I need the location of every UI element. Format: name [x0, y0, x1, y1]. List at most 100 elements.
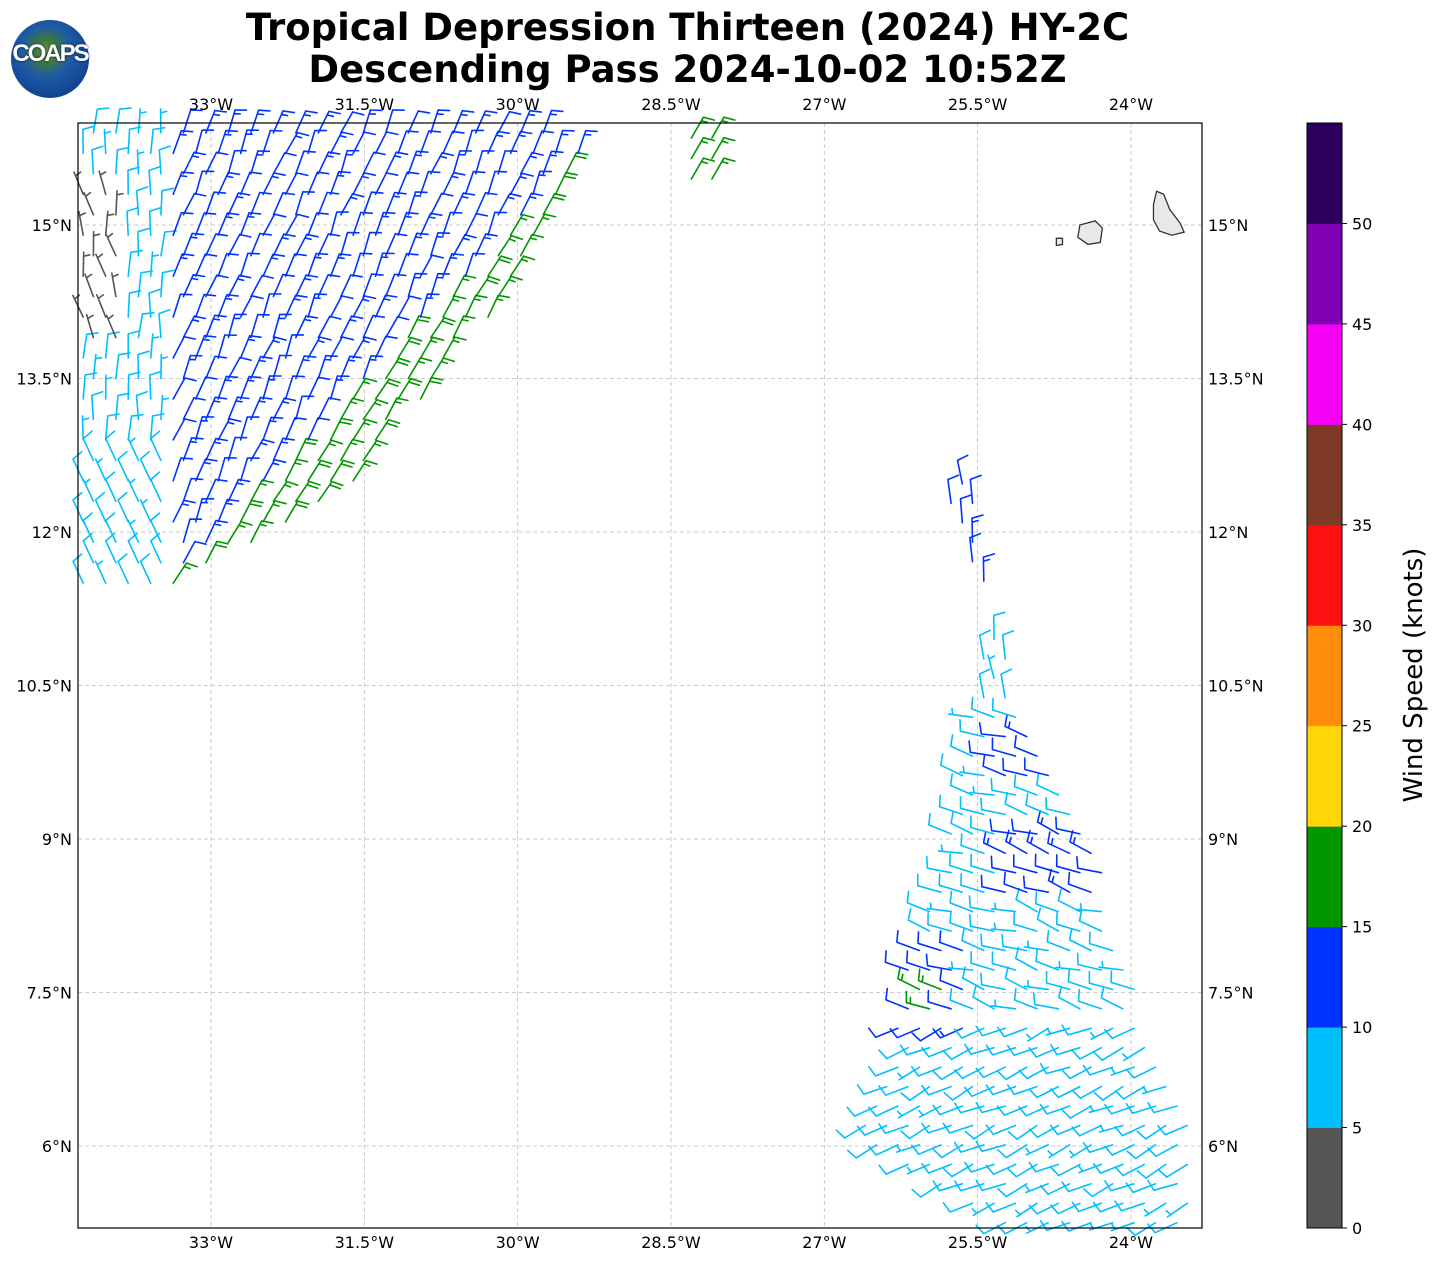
wind-barb — [149, 126, 166, 155]
barb-shaft — [172, 418, 197, 441]
wind-barb — [1114, 1200, 1146, 1212]
barb-shaft — [374, 172, 399, 196]
barb-shaft — [352, 252, 373, 277]
wind-barb — [542, 109, 564, 134]
barb-shaft — [937, 844, 964, 855]
barb-shaft — [889, 1027, 921, 1039]
colorbar-tick-label: 0 — [1352, 1219, 1362, 1238]
wind-barb — [407, 272, 428, 298]
wind-barb — [846, 1105, 878, 1117]
barb-shaft — [964, 1043, 995, 1055]
wind-barb — [911, 1027, 942, 1042]
wind-barb — [239, 457, 260, 482]
barb-shaft — [519, 233, 544, 257]
wind-barb — [960, 872, 985, 893]
barb-shaft — [172, 377, 197, 400]
wind-barb — [94, 458, 107, 482]
wind-barb — [272, 480, 299, 503]
wind-barb — [1114, 1124, 1146, 1137]
wind-barb — [362, 231, 382, 257]
wind-barb — [1050, 1163, 1081, 1177]
wind-barb — [182, 315, 207, 339]
barb-shaft — [362, 231, 382, 257]
barb-shaft — [137, 227, 150, 257]
wind-barb — [352, 211, 373, 236]
wind-barb — [158, 145, 171, 175]
wind-barb — [452, 315, 476, 339]
wind-barb — [137, 227, 150, 257]
barb-shaft — [990, 999, 1017, 1010]
barb-shaft — [85, 313, 95, 339]
barb-shaft — [217, 457, 238, 482]
wind-barb — [82, 430, 95, 462]
barb-shaft — [430, 357, 456, 380]
barb-shaft — [554, 129, 575, 155]
barb-shaft — [1050, 1163, 1081, 1177]
wind-barb — [937, 844, 964, 855]
barb-shaft — [172, 253, 195, 277]
wind-barb — [474, 150, 495, 175]
barb-shaft — [374, 252, 395, 277]
wind-barb — [94, 491, 107, 523]
wind-barb — [374, 335, 398, 359]
wind-barb — [975, 1101, 1006, 1114]
wind-barb — [1007, 1163, 1038, 1178]
wind-barb — [284, 334, 305, 359]
wind-barb — [317, 110, 341, 134]
wind-barb — [1015, 887, 1038, 913]
barb-shaft — [1025, 1144, 1049, 1156]
wind-barb — [711, 136, 736, 160]
wind-barb — [262, 336, 287, 359]
wind-barb — [1110, 1221, 1135, 1232]
barb-shaft — [1157, 1124, 1188, 1136]
wind-barb — [105, 512, 117, 543]
wind-barb — [397, 295, 422, 318]
wind-barb — [160, 394, 170, 421]
barb-shaft — [329, 295, 354, 318]
barb-shaft — [868, 1065, 899, 1077]
barb-shaft — [430, 192, 454, 216]
wind-barb — [250, 150, 271, 175]
wind-barb — [1026, 1027, 1049, 1042]
barb-shaft — [227, 521, 253, 543]
wind-barb — [856, 1124, 888, 1136]
wind-barb — [172, 253, 195, 277]
wind-barb — [975, 1025, 1006, 1037]
colorbar-tick-label: 20 — [1352, 817, 1372, 836]
barb-shaft — [925, 953, 952, 971]
wind-barb — [1088, 1221, 1114, 1231]
wind-barb — [947, 707, 974, 718]
coastlines — [1055, 190, 1186, 247]
wind-barb — [227, 274, 252, 298]
wind-barb — [982, 830, 1006, 855]
wind-barb — [1141, 1085, 1167, 1095]
barb-shaft — [1147, 1101, 1178, 1114]
barb-shaft — [917, 968, 942, 991]
wind-barb — [897, 966, 921, 991]
barb-shaft — [932, 1027, 964, 1039]
barb-shaft — [464, 129, 485, 155]
colorbar-segment — [1307, 926, 1342, 1028]
wind-barb — [307, 212, 329, 236]
colorbar-tick-label: 15 — [1352, 918, 1372, 937]
wind-barb — [1010, 818, 1038, 835]
barb-shaft — [419, 212, 443, 236]
wind-barb — [352, 172, 376, 196]
wind-barb — [947, 474, 960, 505]
barb-shaft — [150, 512, 162, 543]
barb-shaft — [474, 110, 498, 134]
wind-barb — [959, 719, 985, 738]
wind-barb — [1013, 854, 1038, 874]
wind-barb — [105, 471, 117, 503]
colorbar-frame — [1306, 122, 1343, 1229]
wind-barb — [407, 315, 431, 339]
wind-barb — [906, 950, 931, 971]
wind-barb — [115, 107, 132, 134]
wind-barb — [182, 477, 204, 503]
barb-shaft — [205, 109, 227, 134]
barb-shaft — [419, 130, 442, 155]
barb-shaft — [284, 375, 306, 400]
wind-barb — [1013, 987, 1038, 1010]
wind-barb — [464, 212, 489, 236]
wind-barb — [317, 315, 342, 339]
